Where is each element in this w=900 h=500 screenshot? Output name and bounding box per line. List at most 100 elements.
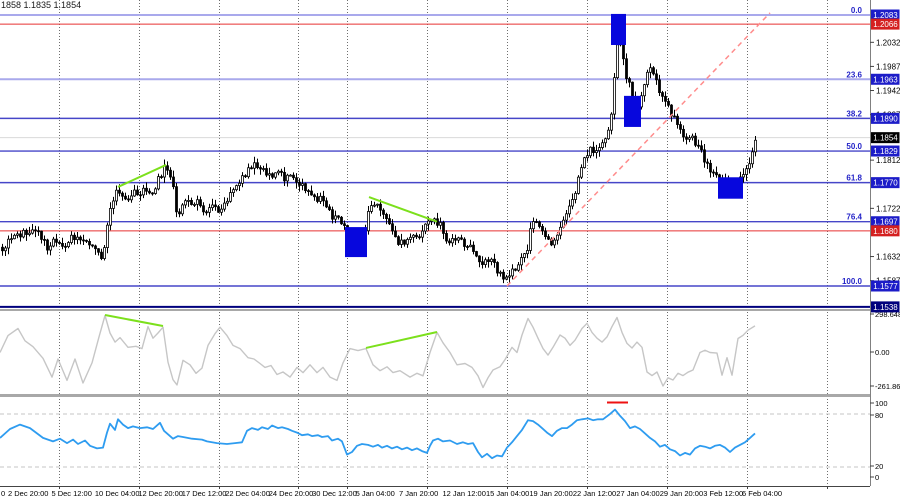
pink-dashed-trendline[interactable]	[506, 12, 771, 287]
candle-body	[283, 171, 286, 182]
candle-body	[706, 161, 709, 164]
ohlc-quote-display: 1858 1.1835 1.1854	[1, 0, 82, 10]
candle-body	[79, 236, 82, 241]
candle-body	[310, 190, 313, 196]
candle-body	[241, 175, 244, 184]
price-badge-label: 1.1890	[873, 114, 898, 123]
candle-body	[505, 276, 508, 280]
candle-body	[568, 205, 571, 215]
time-label: 22 Dec 04:00	[225, 489, 270, 498]
candle-body	[316, 196, 319, 202]
indicator1-line	[0, 314, 756, 389]
candle-body	[535, 221, 538, 223]
candle-body	[520, 257, 523, 266]
candle-body	[82, 239, 85, 242]
candle-body	[526, 250, 529, 255]
candle-body	[532, 221, 535, 230]
indicator1-scale-label: -261.864	[875, 382, 900, 391]
green-trendline[interactable]	[117, 164, 167, 188]
candle-body	[7, 238, 10, 249]
green-trendline-indicator[interactable]	[365, 331, 438, 349]
price-badge	[871, 145, 900, 157]
highlight-rectangle[interactable]	[718, 177, 743, 199]
candle-body	[322, 195, 325, 202]
candle-body	[145, 187, 148, 192]
indicator1-scale-label: 0.00	[875, 348, 890, 357]
green-trendline-indicator[interactable]	[104, 314, 164, 328]
candle-body	[643, 84, 646, 97]
candle-body	[277, 170, 280, 174]
candle-body	[412, 234, 415, 238]
candle-body	[571, 199, 574, 207]
candle-body	[313, 194, 316, 198]
candle-body	[94, 245, 97, 250]
highlight-rectangle[interactable]	[624, 95, 641, 127]
candlesticks	[1, 27, 757, 284]
candle-body	[379, 203, 382, 211]
candle-body	[442, 222, 445, 234]
candle-body	[115, 189, 118, 202]
candle-body	[715, 172, 718, 176]
candle-body	[211, 204, 214, 209]
candle-body	[460, 237, 463, 240]
candle-body	[253, 162, 256, 169]
candle-body	[271, 173, 274, 178]
time-label: 24 Dec 20:00	[269, 489, 314, 498]
price-badge	[871, 9, 900, 21]
candle-body	[205, 211, 208, 214]
price-badge-label: 1.1697	[873, 218, 898, 227]
candle-body	[40, 230, 43, 240]
pane-separator[interactable]	[0, 309, 870, 311]
candle-body	[199, 199, 202, 207]
price-tick-label: 1.1987	[876, 62, 900, 71]
price-badge-label: 1.1577	[873, 282, 898, 291]
pane-separator[interactable]	[0, 394, 870, 397]
candle-body	[703, 149, 706, 163]
candle-body	[319, 195, 322, 202]
candle-body	[475, 251, 478, 257]
candle-body	[508, 275, 511, 278]
indicator2-line	[0, 408, 756, 460]
candle-body	[1, 246, 4, 252]
candle-body	[679, 124, 682, 130]
candle-body	[523, 253, 526, 258]
candle-body	[70, 234, 73, 243]
fib-percent-label: 76.4	[846, 213, 862, 222]
price-badge	[871, 225, 900, 237]
price-badge-label: 1.2083	[873, 11, 898, 20]
candle-body	[154, 188, 157, 194]
candle-body	[595, 150, 598, 153]
candle-body	[544, 230, 547, 238]
candle-body	[85, 239, 88, 242]
time-label: 15 Jan 04:00	[486, 489, 529, 498]
highlight-rectangles	[345, 13, 743, 258]
highlight-rectangle[interactable]	[611, 13, 626, 45]
green-trendline[interactable]	[368, 196, 438, 223]
candle-body	[61, 243, 64, 247]
price-badge	[871, 112, 900, 124]
candle-body	[499, 271, 502, 274]
candle-body	[394, 230, 397, 238]
candle-body	[274, 172, 277, 178]
candle-body	[49, 245, 52, 251]
candle-body	[454, 238, 457, 241]
candle-body	[244, 175, 247, 178]
candle-body	[31, 229, 34, 234]
candle-body	[541, 226, 544, 232]
candle-body	[331, 209, 334, 220]
fib-percent-label: 23.6	[846, 70, 862, 79]
candle-body	[598, 147, 601, 152]
candle-body	[472, 244, 475, 252]
candle-body	[64, 245, 67, 248]
fib-percent-label: 100.0	[842, 277, 863, 286]
candle-body	[490, 258, 493, 262]
highlight-rectangle[interactable]	[345, 227, 367, 258]
time-label-clipped: 0	[1, 489, 5, 498]
candle-body	[13, 234, 16, 240]
price-tick-label: 1.1812	[876, 156, 900, 165]
candle-body	[403, 239, 406, 245]
time-label: 10 Dec 04:00	[95, 489, 140, 498]
candle-body	[133, 189, 136, 197]
candle-body	[22, 229, 25, 238]
